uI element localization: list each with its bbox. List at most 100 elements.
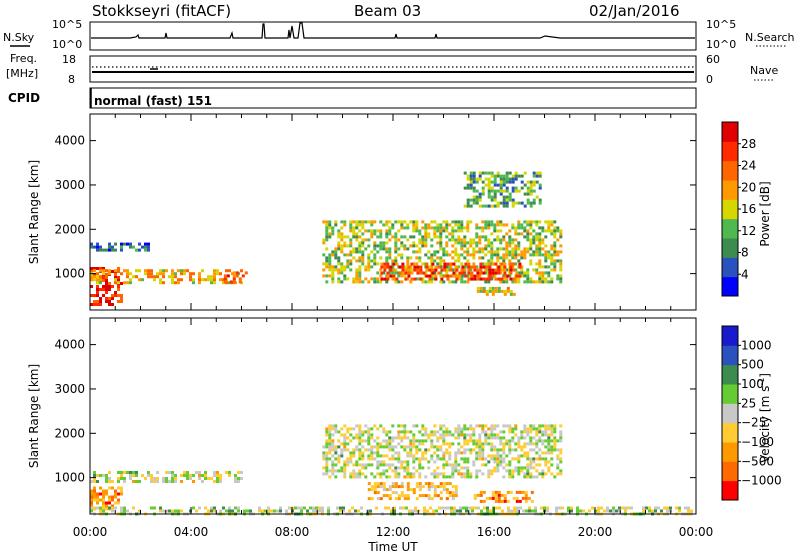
velocity-echo-cell bbox=[409, 454, 413, 458]
power-echo-cell bbox=[340, 226, 344, 230]
velocity-echo-cell bbox=[436, 457, 440, 461]
velocity-echo-cell bbox=[427, 488, 431, 492]
power-echo-cell bbox=[481, 229, 485, 233]
velocity-echo-cell bbox=[328, 451, 332, 455]
power-echo-cell bbox=[526, 198, 530, 202]
velocity-echo-cell bbox=[412, 433, 416, 437]
velocity-echo-cell bbox=[493, 457, 497, 461]
velocity-echo-cell bbox=[340, 433, 344, 437]
power-echo-cell bbox=[132, 275, 135, 279]
velocity-echo-cell bbox=[442, 463, 446, 467]
power-echo-cell bbox=[520, 256, 524, 260]
power-echo-cell bbox=[518, 265, 522, 269]
power-echo-cell bbox=[529, 201, 533, 205]
velocity-echo-cell bbox=[550, 430, 554, 434]
velocity-echo-cell bbox=[518, 499, 522, 503]
velocity-echo-cell bbox=[660, 509, 663, 513]
power-echo-cell bbox=[403, 274, 407, 278]
velocity-echo-cell bbox=[490, 433, 494, 437]
velocity-echo-cell bbox=[427, 494, 431, 498]
power-echo-cell bbox=[478, 274, 482, 278]
power-echo-cell bbox=[520, 253, 524, 257]
power-echo-cell bbox=[482, 277, 486, 281]
power-echo-cell bbox=[373, 259, 377, 263]
velocity-echo-cell bbox=[556, 457, 560, 461]
velocity-echo-cell bbox=[300, 509, 303, 513]
velocity-echo-cell bbox=[442, 482, 446, 486]
velocity-echo-cell bbox=[453, 509, 456, 513]
velocity-echo-cell bbox=[325, 430, 329, 434]
power-echo-cell bbox=[334, 256, 338, 260]
velocity-echo-cell bbox=[213, 506, 216, 510]
power-echo-cell bbox=[538, 226, 542, 230]
velocity-echo-cell bbox=[445, 488, 449, 492]
power-echo-cell bbox=[114, 248, 117, 252]
power-echo-cell bbox=[457, 256, 461, 260]
velocity-echo-cell bbox=[479, 490, 483, 494]
velocity-echo-cell bbox=[352, 463, 356, 467]
velocity-echo-cell bbox=[382, 494, 386, 498]
power-echo-cell bbox=[499, 186, 503, 190]
velocity-echo-cell bbox=[493, 448, 497, 452]
power-echo-cell bbox=[108, 288, 111, 291]
velocity-echo-cell bbox=[657, 506, 660, 510]
velocity-echo-cell bbox=[550, 448, 554, 452]
power-echo-cell bbox=[482, 265, 486, 269]
power-echo-cell bbox=[138, 278, 141, 282]
power-echo-cell bbox=[93, 267, 96, 270]
velocity-echo-cell bbox=[690, 509, 693, 513]
power-echo-cell bbox=[370, 259, 374, 263]
power-echo-cell bbox=[111, 248, 114, 252]
power-echo-cell bbox=[407, 265, 411, 269]
velocity-echo-cell bbox=[491, 490, 495, 494]
velocity-echo-cell bbox=[508, 475, 512, 479]
velocity-echo-cell bbox=[90, 504, 93, 508]
power-echo-cell bbox=[410, 262, 414, 266]
power-echo-cell bbox=[442, 253, 446, 257]
power-echo-cell bbox=[535, 280, 539, 284]
velocity-echo-cell bbox=[388, 439, 392, 443]
power-echo-cell bbox=[186, 269, 189, 273]
power-echo-cell bbox=[485, 277, 489, 281]
velocity-echo-cell bbox=[336, 506, 339, 510]
power-echo-cell bbox=[499, 229, 503, 233]
velocity-echo-cell bbox=[114, 492, 117, 496]
velocity-echo-cell bbox=[258, 506, 261, 510]
power-echo-cell bbox=[183, 269, 186, 273]
power-echo-cell bbox=[177, 278, 180, 282]
power-echo-cell bbox=[538, 280, 542, 284]
velocity-echo-cell bbox=[541, 424, 545, 428]
power-echo-cell bbox=[427, 223, 431, 227]
velocity-echo-cell bbox=[358, 457, 362, 461]
velocity-echo-cell bbox=[526, 463, 530, 467]
power-echo-cell bbox=[514, 174, 518, 178]
velocity-echo-cell bbox=[406, 436, 410, 440]
velocity-echo-cell bbox=[433, 445, 437, 449]
power-echo-cell bbox=[343, 235, 347, 239]
power-echo-cell bbox=[334, 223, 338, 227]
power-echo-cell bbox=[382, 241, 386, 245]
power-echo-cell bbox=[473, 274, 477, 278]
power-echo-cell bbox=[502, 189, 506, 193]
velocity-echo-cell bbox=[524, 490, 528, 494]
power-echo-cell bbox=[235, 274, 239, 278]
velocity-echo-cell bbox=[412, 460, 416, 464]
velocity-echo-cell bbox=[523, 445, 527, 449]
velocity-echo-cell bbox=[522, 509, 525, 513]
velocity-echo-cell bbox=[502, 451, 506, 455]
power-echo-cell bbox=[240, 269, 243, 273]
power-echo-cell bbox=[90, 267, 93, 270]
power-echo-cell bbox=[213, 275, 216, 279]
power-echo-cell bbox=[373, 262, 377, 266]
velocity-echo-cell bbox=[355, 448, 359, 452]
power-echo-cell bbox=[526, 271, 530, 275]
velocity-echo-cell bbox=[376, 451, 380, 455]
velocity-echo-cell bbox=[547, 424, 551, 428]
power-echo-cell bbox=[117, 285, 120, 288]
power-echo-cell bbox=[532, 280, 536, 284]
power-echo-cell bbox=[529, 280, 533, 284]
power-echo-cell bbox=[111, 297, 114, 300]
power-echo-cell bbox=[364, 265, 368, 269]
velocity-echo-cell bbox=[517, 442, 521, 446]
velocity-echo-cell bbox=[499, 460, 503, 464]
